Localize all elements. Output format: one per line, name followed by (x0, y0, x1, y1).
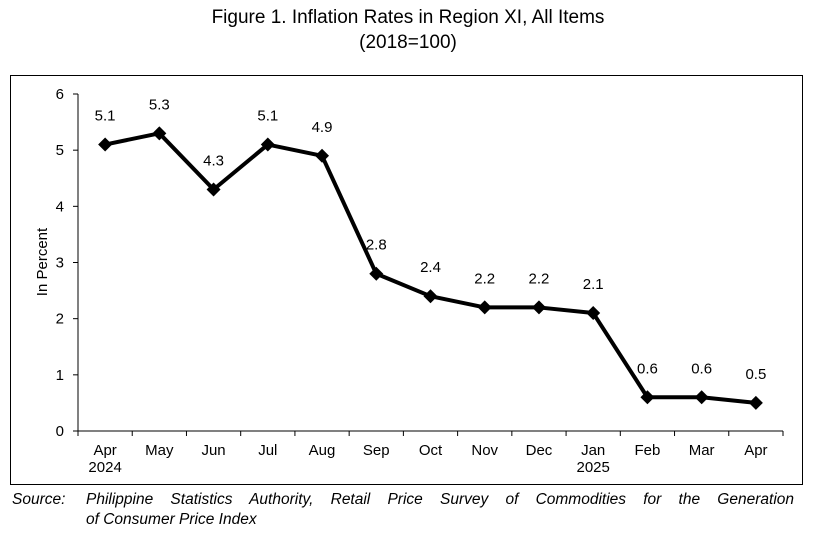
data-label: 2.4 (420, 259, 441, 276)
data-point-marker (98, 137, 113, 152)
x-tick-label: Dec (526, 442, 553, 459)
x-tick-label: Aug (309, 442, 336, 459)
source-text-line2: of Consumer Price Index (86, 511, 257, 528)
data-labels: 5.1 5.3 4.3 5.1 4.9 2.8 2.4 2.2 2.2 2.1 0.6 0.6 0.5 (95, 96, 767, 383)
y-tick-label: 1 (56, 367, 64, 384)
data-label: 0.6 (691, 360, 712, 377)
data-point-marker (694, 390, 709, 405)
data-label: 2.1 (583, 276, 604, 293)
chart-frame (10, 75, 803, 485)
source-note: Source: Philippine Statistics Authority,… (12, 490, 794, 530)
x-tick-label: Sep (363, 442, 390, 459)
data-label: 2.2 (474, 270, 495, 287)
y-tick-label: 6 (56, 86, 64, 103)
data-label: 4.9 (312, 119, 333, 136)
data-label: 5.1 (95, 108, 116, 125)
x-tick-label: Apr (744, 442, 767, 459)
y-tick-label: 2 (56, 311, 64, 328)
data-label: 4.3 (203, 152, 224, 169)
data-point-marker (748, 395, 763, 410)
x-tick-label: Mar (689, 442, 715, 459)
y-tick-label: 4 (56, 198, 64, 215)
source-text-line1: Philippine Statistics Authority, Retail … (86, 491, 794, 508)
data-point-marker (586, 306, 601, 321)
x-tick-label: Jun (201, 442, 225, 459)
x-axis-ticks: Apr 2024 May Jun Jul Aug Sep Oct Nov Dec Jan 2025 Fe… (77, 431, 784, 476)
data-markers (98, 126, 763, 410)
data-point-marker (640, 390, 655, 405)
y-axis-ticks: 0 1 2 3 4 5 6 (56, 86, 78, 440)
x-tick-label: Jul (258, 442, 277, 459)
x-tick-label: May (145, 442, 174, 459)
x-tick-label: Oct (419, 442, 443, 459)
line-chart: 0 1 2 3 4 5 6 Apr 2024 May Jun Jul Aug Sep Oct Nov Dec J… (34, 86, 784, 476)
data-point-marker (477, 300, 492, 315)
y-tick-label: 3 (56, 255, 64, 272)
y-tick-label: 5 (56, 142, 64, 159)
data-label: 0.5 (745, 366, 766, 383)
data-point-marker (152, 126, 167, 141)
data-label: 2.8 (366, 237, 387, 254)
chart-subtitle: (2018=100) (359, 32, 457, 53)
data-label: 2.2 (529, 270, 550, 287)
data-point-marker (531, 300, 546, 315)
data-point-marker (423, 289, 438, 304)
source-label: Source: (12, 491, 66, 508)
data-label: 5.3 (149, 96, 170, 113)
x-tick-label: Nov (471, 442, 498, 459)
x-tick-label: Apr 2024 (88, 442, 121, 476)
x-tick-label: Feb (634, 442, 660, 459)
y-axis-label: In Percent (34, 227, 51, 296)
chart-title: Figure 1. Inflation Rates in Region XI, … (211, 7, 605, 28)
data-point-marker (369, 266, 384, 281)
y-tick-label: 0 (56, 423, 64, 440)
data-point-marker (315, 148, 330, 163)
data-label: 5.1 (257, 108, 278, 125)
x-tick-label: Jan 2025 (577, 442, 610, 476)
data-label: 0.6 (637, 360, 658, 377)
data-point-marker (206, 182, 221, 197)
data-point-marker (260, 137, 275, 152)
